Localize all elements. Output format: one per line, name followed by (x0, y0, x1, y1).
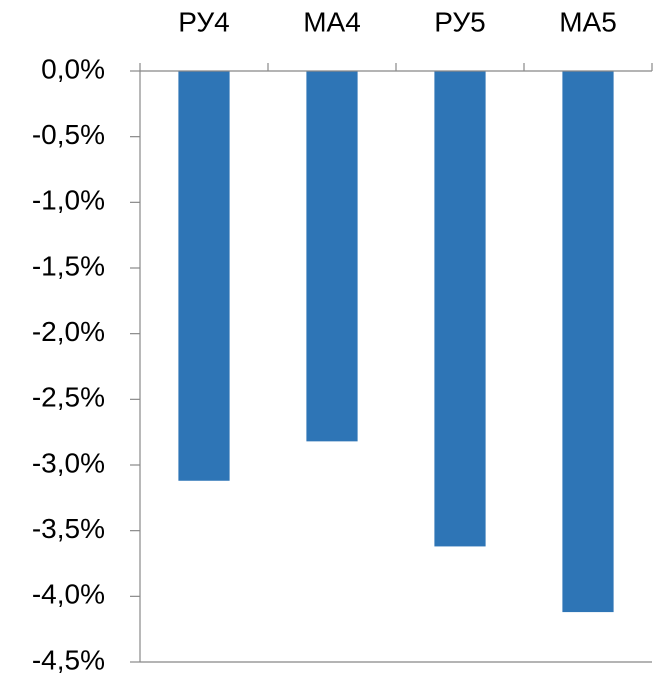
y-tick-label: -3,0% (32, 447, 105, 478)
bar (562, 71, 614, 613)
bar (434, 71, 486, 547)
y-tick-label: -4,5% (32, 644, 105, 675)
x-tick-label: МА4 (303, 6, 361, 37)
y-tick-label: -1,0% (32, 185, 105, 216)
x-tick-label: РУ5 (434, 6, 485, 37)
y-tick-label: -3,5% (32, 513, 105, 544)
y-tick-label: -4,0% (32, 579, 105, 610)
y-tick-label: -2,0% (32, 316, 105, 347)
y-tick-label: 0,0% (41, 53, 105, 84)
x-tick-label: РУ4 (178, 6, 229, 37)
bar (178, 71, 230, 481)
y-tick-label: -2,5% (32, 382, 105, 413)
y-tick-label: -1,5% (32, 250, 105, 281)
y-tick-label: -0,5% (32, 119, 105, 150)
bar (306, 71, 358, 442)
x-tick-label: МА5 (559, 6, 617, 37)
